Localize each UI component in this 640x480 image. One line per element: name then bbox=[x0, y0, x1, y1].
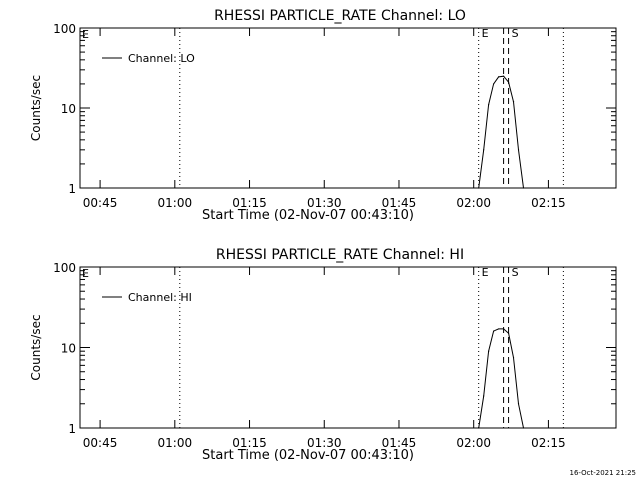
x-tick-label: 01:15 bbox=[232, 196, 267, 210]
series-point bbox=[507, 332, 510, 334]
series-point bbox=[512, 101, 515, 103]
y-tick-label: 100 bbox=[53, 22, 76, 36]
marker-label: E bbox=[482, 27, 489, 40]
chart-title: RHESSI PARTICLE_RATE Channel: HI bbox=[216, 247, 464, 263]
series-point bbox=[478, 187, 480, 189]
y-tick-label: 10 bbox=[61, 102, 76, 116]
y-axis-label: Counts/sec bbox=[29, 75, 43, 141]
x-axis-label: Start Time (02-Nov-07 00:43:10) bbox=[202, 448, 414, 463]
series-point bbox=[493, 83, 495, 85]
y-tick-label: 100 bbox=[53, 261, 76, 275]
series-point bbox=[512, 356, 515, 359]
series-point bbox=[498, 328, 500, 330]
series-point bbox=[478, 427, 480, 429]
x-tick-label: 01:30 bbox=[307, 196, 342, 210]
x-tick-label: 01:45 bbox=[382, 196, 417, 210]
series-line bbox=[478, 75, 524, 189]
series-point bbox=[493, 330, 495, 332]
series-point bbox=[522, 427, 525, 429]
x-tick-label: 01:30 bbox=[307, 436, 342, 450]
x-tick-label: 01:15 bbox=[232, 436, 267, 450]
x-tick-label: 00:45 bbox=[83, 196, 118, 210]
timestamp: 16-Oct-2021 21:25 bbox=[570, 469, 636, 477]
chart-panel-lo: RHESSI PARTICLE_RATE Channel: LO 00:45 01:… bbox=[29, 8, 617, 223]
x-axis-label: Start Time (02-Nov-07 00:43:10) bbox=[202, 208, 414, 223]
x-tick-label: 02:15 bbox=[531, 436, 566, 450]
corner-e-label: E bbox=[82, 28, 89, 41]
x-tick-label: 01:00 bbox=[158, 196, 193, 210]
chart-title: RHESSI PARTICLE_RATE Channel: LO bbox=[214, 8, 466, 24]
series-point bbox=[483, 395, 485, 397]
series-point bbox=[502, 328, 505, 330]
series-point bbox=[522, 187, 525, 189]
marker-label: S bbox=[512, 27, 519, 40]
series-point bbox=[488, 350, 490, 352]
x-tick-label: 00:45 bbox=[83, 436, 118, 450]
x-tick-label: 02:00 bbox=[456, 196, 491, 210]
x-tick-label: 02:00 bbox=[456, 436, 491, 450]
marker-label: E bbox=[482, 266, 489, 279]
series-point bbox=[498, 76, 500, 78]
y-axis-label: Counts/sec bbox=[29, 314, 43, 380]
series-point bbox=[488, 104, 490, 106]
corner-e-label: E bbox=[82, 267, 89, 280]
x-tick-label: 01:45 bbox=[382, 436, 417, 450]
series-point bbox=[517, 403, 520, 405]
legend-label: Channel: HI bbox=[128, 291, 192, 304]
marker-label: S bbox=[512, 266, 519, 279]
series-point bbox=[517, 149, 520, 151]
x-tick-label: 01:00 bbox=[158, 436, 193, 450]
y-tick-label: 10 bbox=[61, 342, 76, 356]
y-tick-label: 1 bbox=[68, 182, 76, 196]
chart-panel-hi: RHESSI PARTICLE_RATE Channel: HI 00:45 01:… bbox=[29, 247, 617, 463]
x-tick-label: 02:15 bbox=[531, 196, 566, 210]
series-point bbox=[502, 75, 505, 77]
y-tick-label: 1 bbox=[68, 422, 76, 436]
series-point bbox=[507, 81, 510, 83]
legend-label: Channel: LO bbox=[128, 52, 195, 65]
series-point bbox=[483, 149, 485, 151]
series-line bbox=[478, 328, 524, 429]
